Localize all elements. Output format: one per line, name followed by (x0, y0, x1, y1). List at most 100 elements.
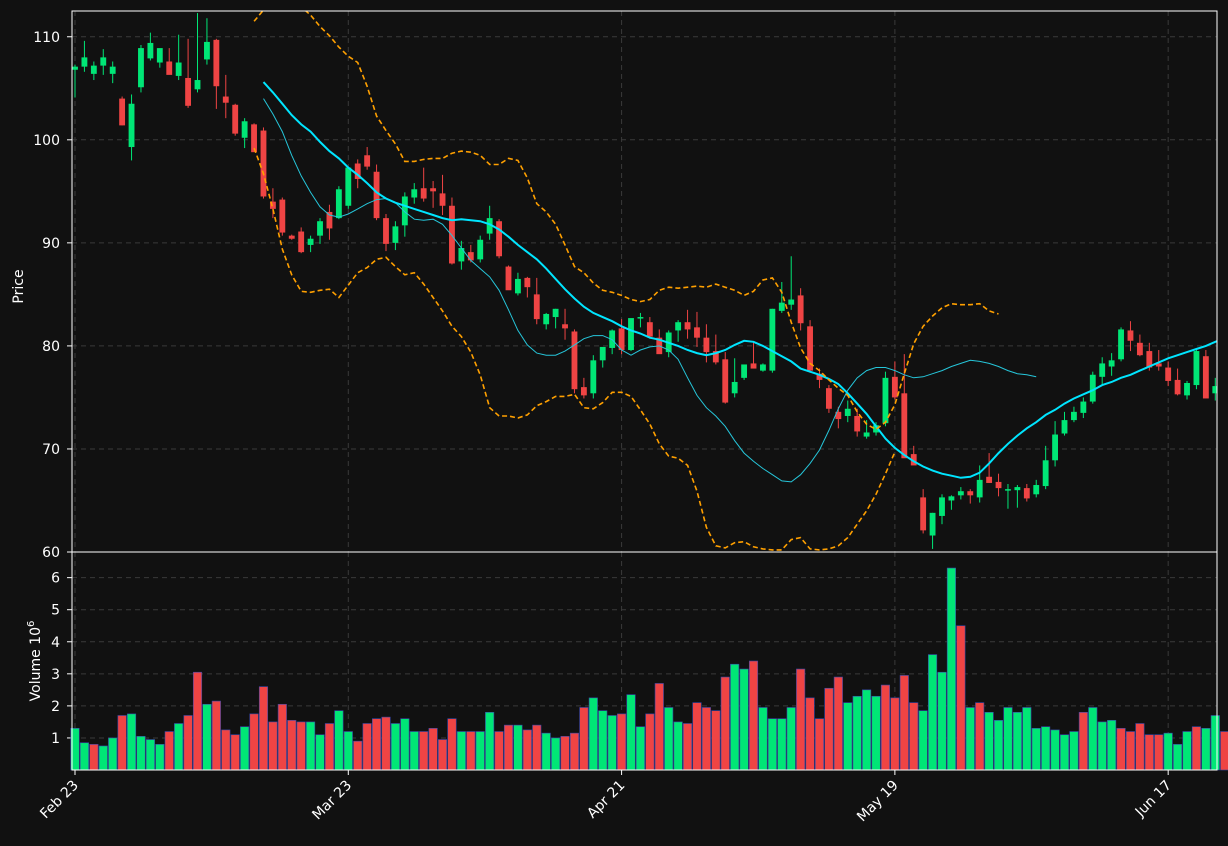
volume-bar (1003, 707, 1013, 771)
bollinger-lower-line (253, 147, 896, 551)
candle-body (910, 454, 917, 466)
volume-bar (833, 676, 843, 771)
volume-bar (880, 684, 890, 771)
candle-body (590, 360, 597, 394)
candle-body (939, 497, 945, 516)
candle-body (703, 337, 710, 353)
volume-bar (1022, 707, 1032, 771)
candle-body (646, 322, 653, 337)
candle-body (119, 98, 126, 126)
candle-body (1146, 351, 1153, 368)
candle-body (1108, 360, 1115, 367)
volume-bar (739, 668, 749, 771)
volume-bar (79, 742, 89, 771)
volume-bar (871, 695, 881, 771)
volume-bar (230, 734, 240, 771)
candle-body (835, 411, 842, 420)
candle-body (1089, 374, 1096, 402)
volume-bar (475, 731, 485, 771)
volume-exponent: 6 (26, 621, 37, 627)
volume-bar (1173, 744, 1183, 771)
candle-body (204, 41, 210, 60)
volume-bar (664, 707, 674, 771)
volume-tick-label: 3 (51, 667, 60, 683)
volume-tick-label: 5 (51, 603, 60, 619)
candle-body (920, 497, 927, 531)
volume-bar (494, 731, 504, 771)
candle-body (929, 512, 936, 536)
price-tick-label: 80 (42, 339, 60, 355)
candle-body (1061, 420, 1068, 434)
volume-bar (202, 703, 212, 771)
volume-bar (353, 740, 363, 771)
candle-body (185, 77, 192, 106)
candle-body (957, 491, 964, 496)
volume-bar (579, 707, 589, 771)
volume-bar (730, 663, 740, 771)
volume-tick-label: 4 (51, 635, 60, 651)
candle-body (467, 252, 474, 261)
candle-body (486, 218, 493, 234)
volume-bar (98, 745, 108, 771)
volume-bar (1041, 726, 1051, 771)
candle-body (1127, 330, 1134, 341)
candle-body (901, 393, 908, 459)
candle-body (873, 425, 879, 433)
candle-body (128, 103, 135, 148)
volume-bar (899, 675, 909, 771)
candle-body (392, 226, 399, 243)
volume-bar (419, 731, 429, 771)
volume-bar (683, 723, 693, 771)
candle-body (986, 476, 993, 483)
volume-bar (211, 700, 221, 771)
candle-body (948, 496, 955, 501)
candle-body (637, 317, 644, 319)
volume-bar (532, 724, 542, 771)
volume-bar (1107, 720, 1117, 771)
volume-bar (362, 723, 372, 771)
candle-body (675, 322, 682, 331)
volume-bar (1163, 732, 1173, 771)
volume-bar (673, 721, 683, 771)
candle-body (995, 481, 1002, 489)
volume-bar (287, 720, 297, 771)
candle-body (844, 408, 851, 416)
volume-bar (984, 711, 994, 771)
price-series-group (72, 11, 1217, 551)
candle-body (138, 48, 144, 88)
volume-bar (117, 715, 127, 771)
price-tick-label: 100 (33, 133, 60, 149)
candle-body (477, 239, 484, 260)
candle-body (222, 96, 229, 103)
volume-bar (1088, 707, 1098, 771)
volume-bar (192, 671, 203, 771)
volume-bar (1069, 731, 1079, 771)
volume-bar (645, 713, 655, 771)
volume-bar (852, 695, 862, 771)
volume-bar (1050, 729, 1060, 771)
volume-bar (174, 723, 184, 771)
candle-body (100, 57, 107, 66)
volume-bar (136, 736, 146, 771)
volume-bar (1125, 731, 1136, 771)
candle-body (345, 167, 352, 206)
candle-body (496, 221, 502, 257)
price-tick-label: 90 (42, 236, 60, 252)
volume-bar (1078, 711, 1088, 771)
volume-tick-label: 6 (51, 571, 60, 587)
volume-label-text: Volume 10 (28, 627, 44, 701)
x-tick-label: Mar 23 (309, 778, 355, 824)
candle-body (449, 205, 455, 264)
candle-body (335, 189, 342, 219)
candle-body (599, 346, 606, 361)
volume-bar (400, 718, 410, 771)
candle-body (816, 373, 823, 380)
candle-body (684, 322, 691, 330)
candle-body (251, 124, 257, 153)
volume-bar (767, 718, 777, 771)
candle-body (1202, 356, 1209, 399)
volume-bar (1135, 723, 1145, 771)
candle-body (401, 196, 408, 226)
